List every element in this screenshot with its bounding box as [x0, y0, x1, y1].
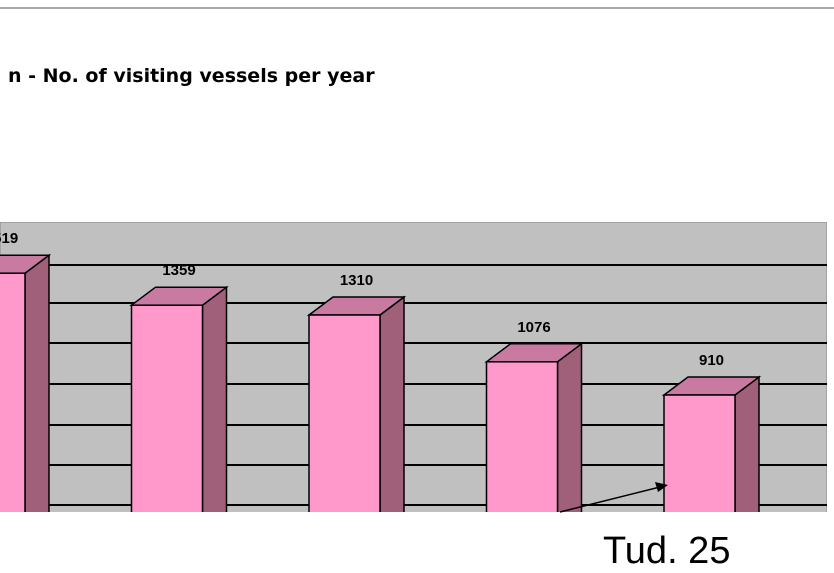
value-label: 1359 [162, 262, 195, 279]
annotation: Tud. 25 [603, 530, 730, 572]
plot-area: 1519 1359 1310 1076 910 [0, 222, 827, 512]
bar-side [734, 375, 760, 512]
bar-side [24, 253, 50, 512]
arrow-head [655, 482, 668, 492]
bar-side [379, 295, 405, 512]
value-label: 910 [699, 352, 724, 369]
bar [130, 304, 204, 512]
value-label: 1310 [340, 272, 373, 289]
bar [485, 361, 559, 512]
bar [0, 272, 26, 512]
annotation-arrow [559, 486, 661, 513]
bar [663, 394, 736, 512]
value-label: 1076 [517, 319, 550, 336]
chart-title: n - No. of visiting vessels per year [8, 65, 375, 87]
bar [308, 314, 381, 512]
bar-side [556, 342, 583, 512]
value-label: 1519 [0, 230, 18, 247]
bar-side [201, 285, 228, 512]
